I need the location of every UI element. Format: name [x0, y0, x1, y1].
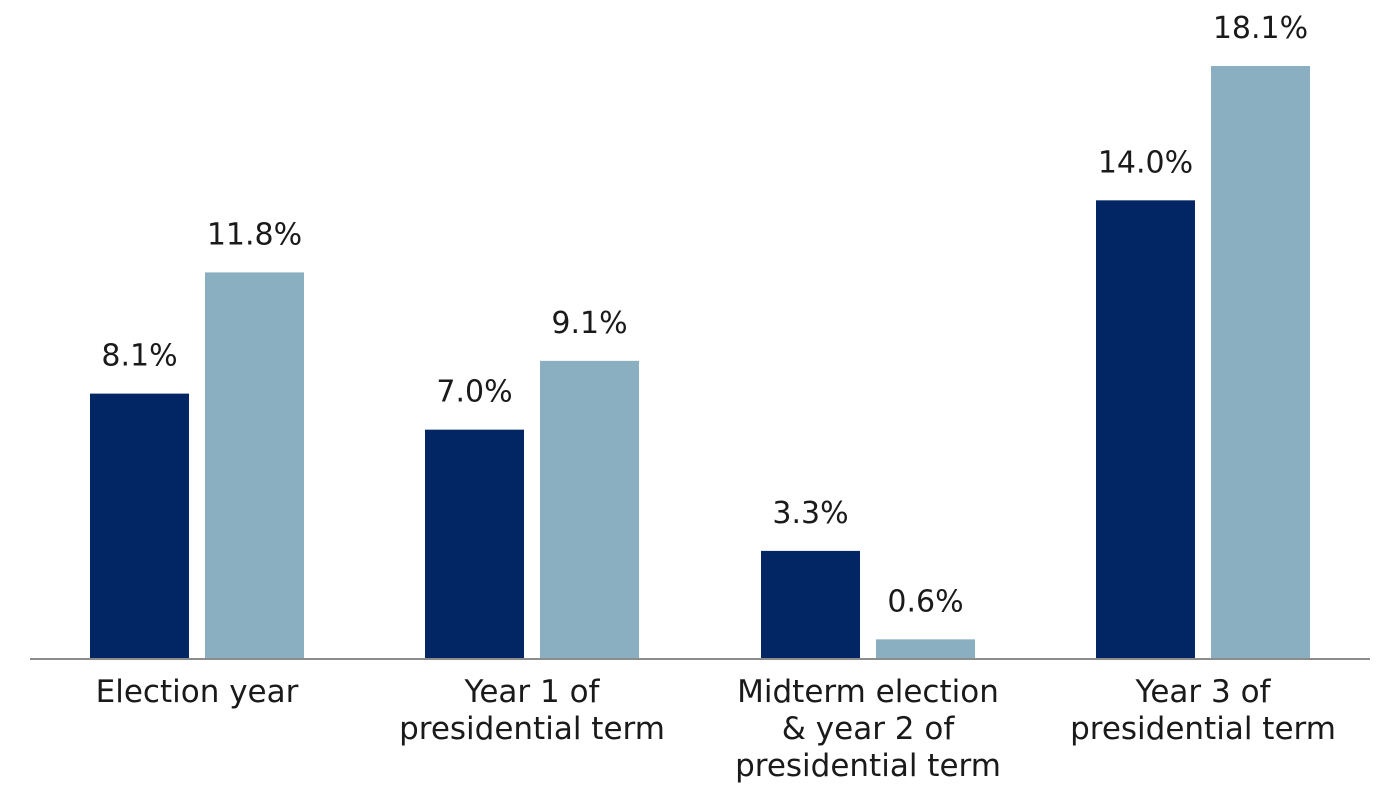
category-label-4-line-1: Year 3 of [1135, 674, 1272, 710]
bar-series1-cat1 [90, 393, 189, 659]
data-label-series2-cat2: 9.1% [551, 306, 627, 341]
category-label-3-line-1: Midterm election [737, 674, 999, 710]
category-label-2-line-1: Year 1 of [464, 674, 601, 710]
category-label-3-line-2: & year 2 of [782, 711, 956, 747]
category-label-3-line-3: presidential term [735, 748, 1001, 784]
category-label-4-line-2: presidential term [1070, 711, 1336, 747]
data-label-series2-cat3: 0.6% [887, 584, 963, 619]
data-label-series1-cat1: 8.1% [101, 339, 177, 374]
bar-series2-cat1 [205, 272, 304, 659]
value-labels-layer: 8.1% 11.8% 7.0% 9.1% 3.3% 0.6% 14.0% 18.1% [101, 11, 1308, 619]
category-label-1-line-1: Election year [96, 674, 299, 710]
bar-series2-cat2 [540, 360, 639, 659]
data-label-series1-cat3: 3.3% [772, 496, 848, 531]
data-label-series1-cat2: 7.0% [436, 375, 512, 410]
bar-series1-cat4 [1096, 200, 1195, 659]
bar-series2-cat3 [876, 639, 975, 659]
data-label-series1-cat4: 14.0% [1098, 145, 1193, 180]
bars-layer [90, 66, 1310, 659]
data-label-series2-cat1: 11.8% [207, 217, 302, 252]
bar-series1-cat3 [761, 550, 860, 659]
category-label-2-line-2: presidential term [399, 711, 665, 747]
bar-series1-cat2 [425, 429, 524, 659]
bar-series2-cat4 [1211, 66, 1310, 659]
data-label-series2-cat4: 18.1% [1213, 11, 1308, 46]
